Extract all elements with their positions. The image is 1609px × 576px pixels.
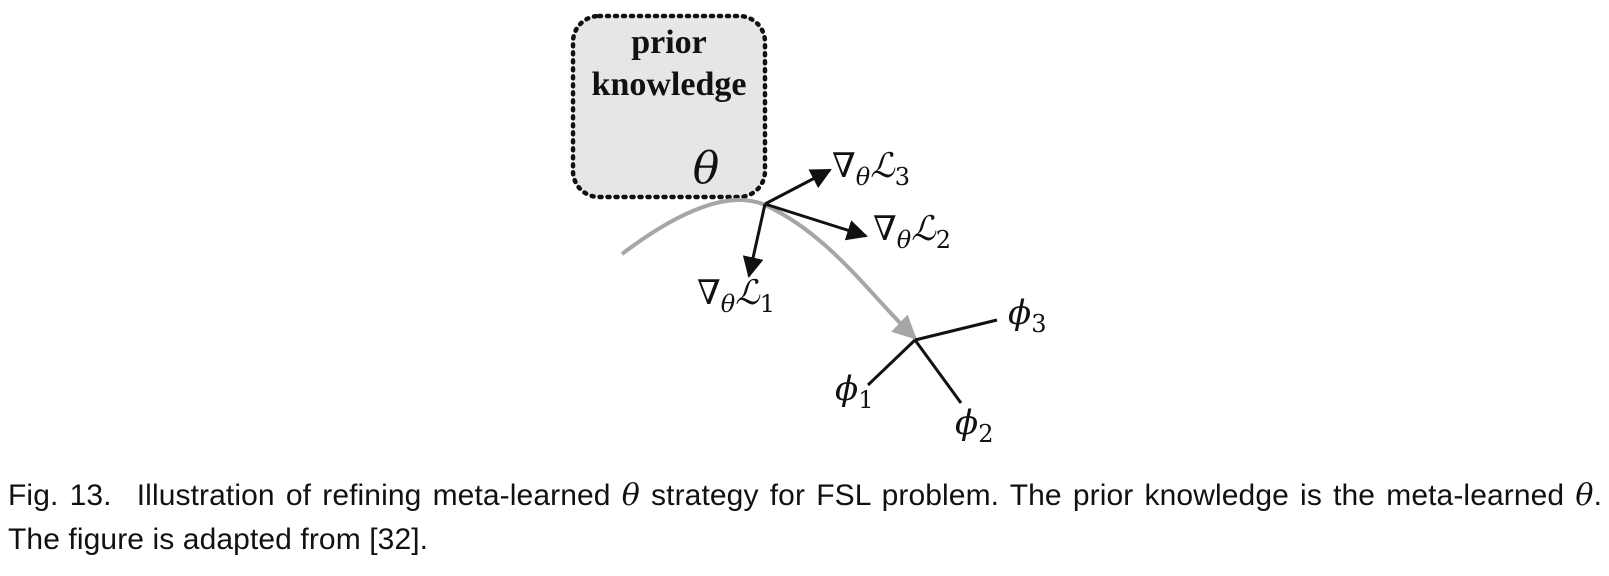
caption-text-2: strategy for FSL problem. The prior know… [639,479,1576,512]
box-title-line2: knowledge [592,66,747,103]
gradient-arrows [742,168,869,279]
adapted-branches [866,318,998,404]
caption-text-1: Illustration of refining meta-learned [136,479,622,512]
box-title-line1: prior [631,24,707,61]
branch-phi-1 [866,338,917,387]
meta-learning-diagram: prior knowledge θ ∇θℒ3 ∇θℒ2 ∇θℒ1 ϕ3 ϕ1 ϕ… [570,13,1046,448]
phi-label-2: ϕ2 [955,403,993,448]
figure-caption: Fig. 13. Illustration of refining meta-l… [8,474,1602,562]
gradient-arrow-2 [764,202,869,241]
gradient-arrow-1 [742,203,767,279]
caption-text-3: . The figure is adapted from [32]. [8,479,1602,556]
gradient-label-3: ∇θℒ3 [832,146,910,191]
theta-symbol: θ [693,143,720,194]
gradient-label-1: ∇θℒ1 [697,273,775,318]
branch-phi-2 [913,339,963,404]
gradient-arrow-3 [764,168,832,206]
gradient-label-2: ∇θℒ2 [873,209,951,254]
prior-knowledge-box: prior knowledge θ [570,13,768,200]
caption-theta-1: θ [621,478,640,513]
phi-label-1: ϕ1 [835,369,873,414]
branch-phi-3 [914,318,998,342]
figure-number: Fig. 13. [8,479,112,512]
caption-theta-2: θ [1575,478,1594,513]
phi-label-3: ϕ3 [1008,293,1046,338]
